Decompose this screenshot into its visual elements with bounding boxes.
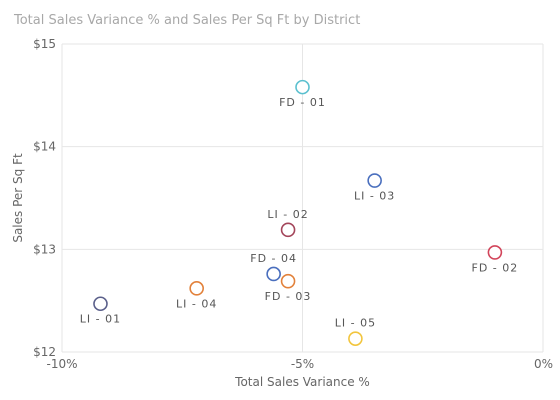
data-point-label: LI - 04 [176,297,217,310]
data-points: FD - 01 LI - 03 LI - 02 FD - 02 FD - 04 FD - … [80,79,519,346]
data-point[interactable] [189,281,204,296]
y-axis-title: Sales Per Sq Ft [11,153,25,243]
data-point[interactable] [367,173,382,188]
data-point[interactable] [266,266,281,282]
data-point[interactable] [487,245,503,260]
data-point[interactable] [280,222,296,238]
y-tick-label: $15 [33,37,56,51]
y-tick-label: $12 [33,345,56,359]
data-point-label: LI - 03 [354,190,395,203]
y-tick-label: $14 [33,140,56,154]
grid [61,43,544,353]
data-point[interactable] [280,273,296,289]
data-point-label: LI - 05 [335,317,376,330]
data-point-label: LI - 01 [80,313,121,326]
x-tick-label: 0% [534,357,553,371]
data-point-label: FD - 02 [472,261,519,274]
data-point-label: FD - 01 [279,96,326,109]
data-point[interactable] [295,79,310,95]
y-axis-ticks: $12 $13 $14 $15 [33,37,56,359]
x-axis-title: Total Sales Variance % [234,375,370,389]
x-tick-label: -5% [291,357,314,371]
data-point-label: FD - 03 [265,290,312,303]
data-point-label: LI - 02 [267,208,308,221]
x-tick-label: -10% [46,357,77,371]
data-point[interactable] [93,296,108,312]
x-axis-ticks: -10% -5% 0% [46,357,553,371]
data-point-label: FD - 04 [250,252,297,265]
data-point[interactable] [348,331,363,346]
y-tick-label: $13 [33,242,56,256]
chart-title: Total Sales Variance % and Sales Per Sq … [14,13,361,28]
